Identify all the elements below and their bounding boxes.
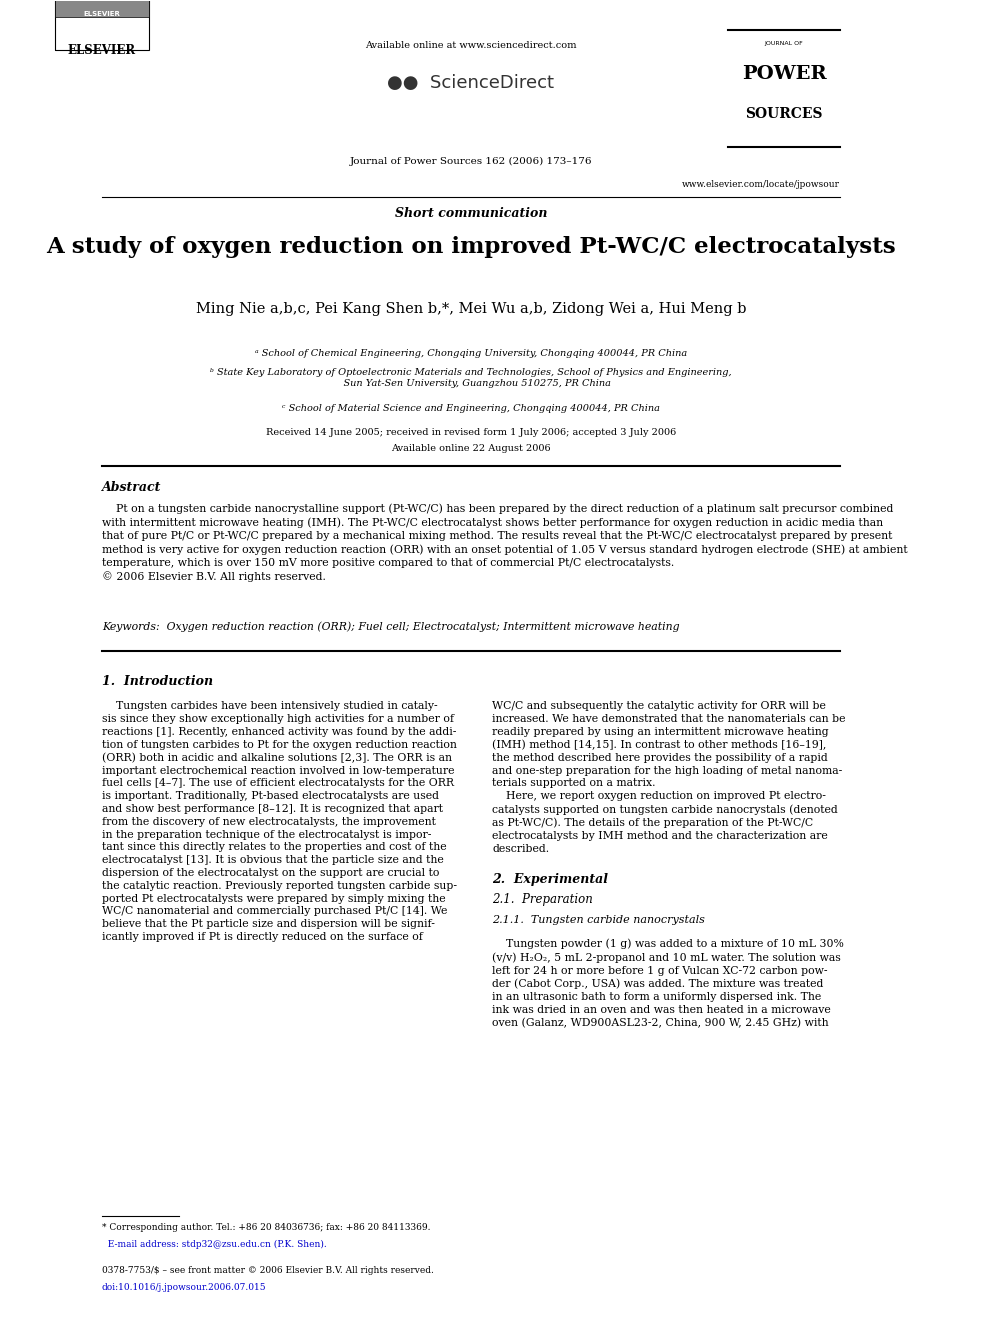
Text: SOURCES: SOURCES bbox=[745, 107, 823, 120]
Text: Tungsten carbides have been intensively studied in cataly-
sis since they show e: Tungsten carbides have been intensively … bbox=[102, 701, 457, 942]
Text: ELSEVIER: ELSEVIER bbox=[83, 11, 120, 17]
Text: 0378-7753/$ – see front matter © 2006 Elsevier B.V. All rights reserved.: 0378-7753/$ – see front matter © 2006 El… bbox=[102, 1266, 434, 1275]
Text: A study of oxygen reduction on improved Pt-WC/C electrocatalysts: A study of oxygen reduction on improved … bbox=[46, 237, 896, 258]
Text: ELSEVIER: ELSEVIER bbox=[67, 44, 136, 57]
Text: Keywords:  Oxygen reduction reaction (ORR); Fuel cell; Electrocatalyst; Intermit: Keywords: Oxygen reduction reaction (ORR… bbox=[102, 622, 680, 632]
Text: JOURNAL OF: JOURNAL OF bbox=[765, 41, 804, 46]
Text: Short communication: Short communication bbox=[395, 208, 548, 221]
Text: 2.  Experimental: 2. Experimental bbox=[492, 873, 608, 885]
Text: ᵃ School of Chemical Engineering, Chongqing University, Chongqing 400044, PR Chi: ᵃ School of Chemical Engineering, Chongq… bbox=[255, 348, 687, 357]
Text: ᵇ State Key Laboratory of Optoelectronic Materials and Technologies, School of P: ᵇ State Key Laboratory of Optoelectronic… bbox=[210, 368, 732, 388]
Bar bbox=[55, 0, 149, 17]
Text: 1.  Introduction: 1. Introduction bbox=[102, 675, 213, 688]
Text: doi:10.1016/j.jpowsour.2006.07.015: doi:10.1016/j.jpowsour.2006.07.015 bbox=[102, 1283, 267, 1293]
Text: 2.1.  Preparation: 2.1. Preparation bbox=[492, 893, 593, 905]
Text: Abstract: Abstract bbox=[102, 480, 162, 493]
Text: www.elsevier.com/locate/jpowsour: www.elsevier.com/locate/jpowsour bbox=[682, 180, 840, 189]
Text: Tungsten powder (1 g) was added to a mixture of 10 mL 30%
(v/v) H₂O₂, 5 mL 2-pro: Tungsten powder (1 g) was added to a mix… bbox=[492, 939, 844, 1028]
Text: Journal of Power Sources 162 (2006) 173–176: Journal of Power Sources 162 (2006) 173–… bbox=[349, 157, 592, 167]
Bar bbox=[55, 0, 149, 50]
Text: ᶜ School of Material Science and Engineering, Chongqing 400044, PR China: ᶜ School of Material Science and Enginee… bbox=[282, 404, 660, 413]
Text: Ming Nie a,b,c, Pei Kang Shen b,*, Mei Wu a,b, Zidong Wei a, Hui Meng b: Ming Nie a,b,c, Pei Kang Shen b,*, Mei W… bbox=[195, 303, 746, 316]
Text: Pt on a tungsten carbide nanocrystalline support (Pt-WC/C) has been prepared by : Pt on a tungsten carbide nanocrystalline… bbox=[102, 503, 908, 582]
Text: 2.1.1.  Tungsten carbide nanocrystals: 2.1.1. Tungsten carbide nanocrystals bbox=[492, 916, 705, 925]
Text: * Corresponding author. Tel.: +86 20 84036736; fax: +86 20 84113369.: * Corresponding author. Tel.: +86 20 840… bbox=[102, 1222, 431, 1232]
Text: E-mail address: stdp32@zsu.edu.cn (P.K. Shen).: E-mail address: stdp32@zsu.edu.cn (P.K. … bbox=[102, 1240, 326, 1249]
Text: Received 14 June 2005; received in revised form 1 July 2006; accepted 3 July 200: Received 14 June 2005; received in revis… bbox=[266, 427, 676, 437]
Text: Available online at www.sciencedirect.com: Available online at www.sciencedirect.co… bbox=[365, 41, 576, 50]
Text: Available online 22 August 2006: Available online 22 August 2006 bbox=[391, 443, 551, 452]
Text: POWER: POWER bbox=[742, 65, 826, 83]
Text: WC/C and subsequently the catalytic activity for ORR will be
increased. We have : WC/C and subsequently the catalytic acti… bbox=[492, 701, 846, 853]
Text: ●●  ScienceDirect: ●● ScienceDirect bbox=[388, 74, 555, 93]
